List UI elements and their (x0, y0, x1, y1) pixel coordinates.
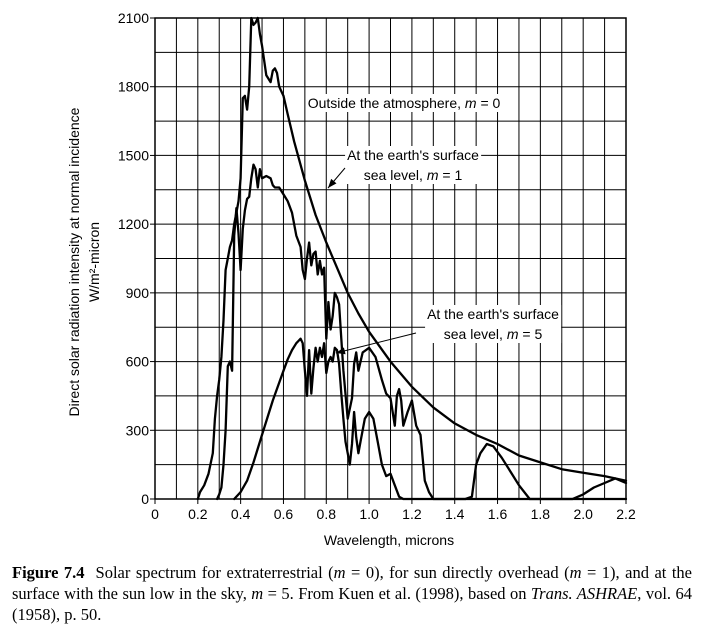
annotation-text: = 0 (477, 95, 501, 111)
annotation-m0: Outside the atmosphere, m = 0 (305, 94, 503, 112)
y-tick-label: 2100 (118, 10, 149, 26)
plot-border (154, 17, 627, 500)
annotation-label: Outside the atmosphere, m = 0 (308, 95, 501, 111)
y-tick-label: 1800 (118, 79, 149, 95)
y-tick-labels: 0 300 600 900 1200 1500 1800 2100 (118, 10, 155, 507)
annotation-background (305, 94, 503, 112)
series-line-m0 (196, 16, 628, 501)
caption-segment: Trans. ASHRAE (530, 584, 638, 603)
x-tick-label: 0.4 (231, 506, 251, 522)
caption-body: Solar spectrum for extraterrestrial (m =… (12, 563, 692, 624)
x-tick-label: 1.2 (402, 506, 422, 522)
annotation-variable: m (465, 95, 477, 111)
annotation-m5: At the earth's surface sea level, m = 5 (335, 305, 562, 355)
annotation-variable: m (427, 167, 439, 183)
caption-segment: = 1), and at the surface with the sun lo… (12, 563, 692, 603)
figure-label: Figure 7.4 (12, 563, 85, 582)
y-tick-label: 1200 (118, 216, 149, 232)
annotation-background (425, 305, 562, 343)
annotation-label: sea level, m = 5 (444, 326, 543, 342)
annotation-text: sea level, (444, 326, 507, 342)
caption-segment: = 0), for sun directly overhead ( (345, 563, 570, 582)
annotation-text: sea level, (364, 167, 427, 183)
x-tick-label: 0 (151, 506, 159, 522)
y-tick-label: 900 (126, 285, 150, 301)
series-line-m1 (215, 163, 628, 501)
y-tick-label: 600 (126, 354, 150, 370)
y-axis-label-line1: Direct solar radiation intensity at norm… (66, 107, 82, 416)
annotation-label: At the earth's surface (347, 147, 479, 163)
annotation-variable: m (507, 326, 519, 342)
x-tick-label: 1.8 (531, 506, 551, 522)
x-tick-label: 0.6 (274, 506, 294, 522)
caption-segment: Solar spectrum for extraterrestrial ( (95, 563, 334, 582)
y-tick-label: 1500 (118, 147, 149, 163)
annotation-label: sea level, m = 1 (364, 167, 463, 183)
annotation-text: Outside the atmosphere, (308, 95, 465, 111)
x-axis-label: Wavelength, microns (324, 532, 454, 548)
figure-caption: Figure 7.4 Solar spectrum for extraterre… (12, 562, 692, 625)
annotation-arrowhead (336, 347, 346, 355)
series-line-m5 (233, 337, 628, 501)
caption-segment: , vol. 64 (1958), p. 50. (12, 584, 692, 624)
y-axis-label-line2: W/m²-micron (86, 222, 102, 302)
annotation-m1: At the earth's surface sea level, m = 1 (327, 146, 482, 189)
annotation-text: = 1 (438, 167, 462, 183)
annotations: Outside the atmosphere, m = 0 At the eart… (305, 94, 562, 355)
solar-spectrum-chart: 0 0.2 0.4 0.6 0.8 1.0 1.2 1.4 1.6 1.8 2.0 2.2 0 300 6… (66, 10, 636, 548)
annotation-arrow-line (335, 332, 417, 354)
x-tick-label: 0.2 (188, 506, 208, 522)
series-lines (196, 16, 628, 501)
annotation-text: = 5 (518, 326, 542, 342)
caption-segment: m (569, 563, 582, 582)
y-tick-label: 300 (126, 422, 150, 438)
y-tick-label: 0 (141, 491, 149, 507)
annotation-arrowhead (328, 178, 337, 188)
caption-segment: m (251, 584, 264, 603)
plot-frame (154, 17, 627, 500)
x-tick-label: 1.6 (488, 506, 508, 522)
x-tick-labels: 0 0.2 0.4 0.6 0.8 1.0 1.2 1.4 1.6 1.8 2.0 2.2 (151, 499, 636, 522)
annotation-background (345, 146, 482, 184)
annotation-label: At the earth's surface (427, 306, 559, 322)
x-tick-label: 1.0 (359, 506, 379, 522)
caption-segment: = 5. From Kuen et al. (1998), based on (263, 584, 531, 603)
x-tick-label: 0.8 (317, 506, 337, 522)
x-tick-label: 1.4 (445, 506, 465, 522)
x-tick-label: 2.0 (573, 506, 593, 522)
caption-segment: m (333, 563, 346, 582)
x-tick-label: 2.2 (616, 506, 636, 522)
